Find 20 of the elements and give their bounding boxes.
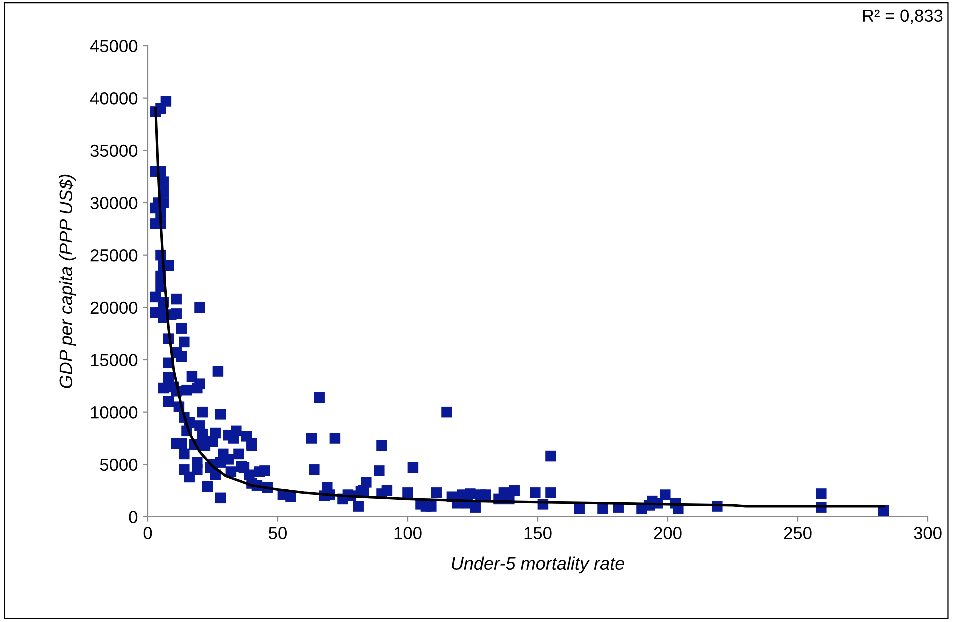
- x-tick-label: 150: [524, 527, 552, 540]
- y-axis-title: GDP per capita (PPP US$): [59, 174, 76, 388]
- x-tick-label: 250: [784, 527, 812, 540]
- y-tick-label: 25000: [90, 250, 138, 262]
- y-tick-label: 10000: [91, 406, 138, 419]
- text: R² = 0,833: [863, 10, 943, 24]
- x-tick-label: 0: [144, 527, 152, 540]
- x-tick-label: 300: [914, 527, 942, 540]
- y-tick-label: 30000: [90, 197, 138, 210]
- x-axis-title: Under-5 mortality rate: [452, 556, 624, 574]
- y-tick-label: 40000: [90, 92, 138, 105]
- y-tick-label: 5000: [100, 458, 138, 472]
- y-tick-label: 20000: [90, 302, 138, 314]
- x-tick-label: 100: [394, 527, 422, 540]
- x-tick-label: 50: [269, 527, 287, 540]
- y-tick-label: 45000: [90, 40, 138, 52]
- y-tick-label: 0: [129, 511, 138, 524]
- y-tick-label: 15000: [91, 354, 138, 366]
- y-tick-label: 35000: [90, 144, 138, 158]
- x-tick-label: 200: [654, 527, 682, 540]
